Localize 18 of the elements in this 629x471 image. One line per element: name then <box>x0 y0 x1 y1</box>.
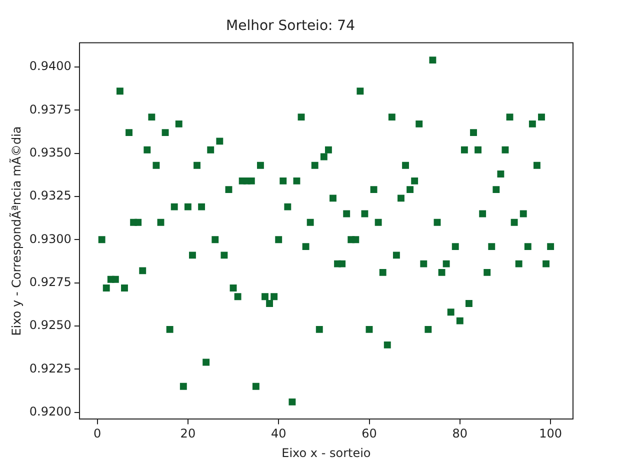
x-tick-label: 20 <box>180 426 196 441</box>
y-tick-label: 0.9200 <box>29 404 72 418</box>
x-tick-label: 60 <box>362 426 377 441</box>
y-tick-label: 0.9350 <box>29 145 72 160</box>
x-tick-label: 40 <box>270 426 286 441</box>
chart-title: Melhor Sorteio: 74 <box>226 18 356 34</box>
y-tick-label: 0.9400 <box>29 59 72 74</box>
y-tick-label: 0.9250 <box>29 318 72 332</box>
y-axis-title: Eixo y - CorrespondÃªncia mÃ©dia <box>8 126 24 336</box>
y-tick-label: 0.9275 <box>29 274 72 289</box>
y-tick-label: 0.9325 <box>29 188 72 203</box>
y-tick-label: 0.9375 <box>29 102 72 116</box>
x-tick-label: 80 <box>452 426 468 441</box>
y-tick-label: 0.9300 <box>29 232 72 246</box>
x-tick-label: 100 <box>539 426 562 441</box>
x-tick-label: 0 <box>93 426 102 441</box>
y-tick-label: 0.9225 <box>29 361 72 376</box>
x-axis-title: Eixo x - sorteio <box>282 446 371 460</box>
